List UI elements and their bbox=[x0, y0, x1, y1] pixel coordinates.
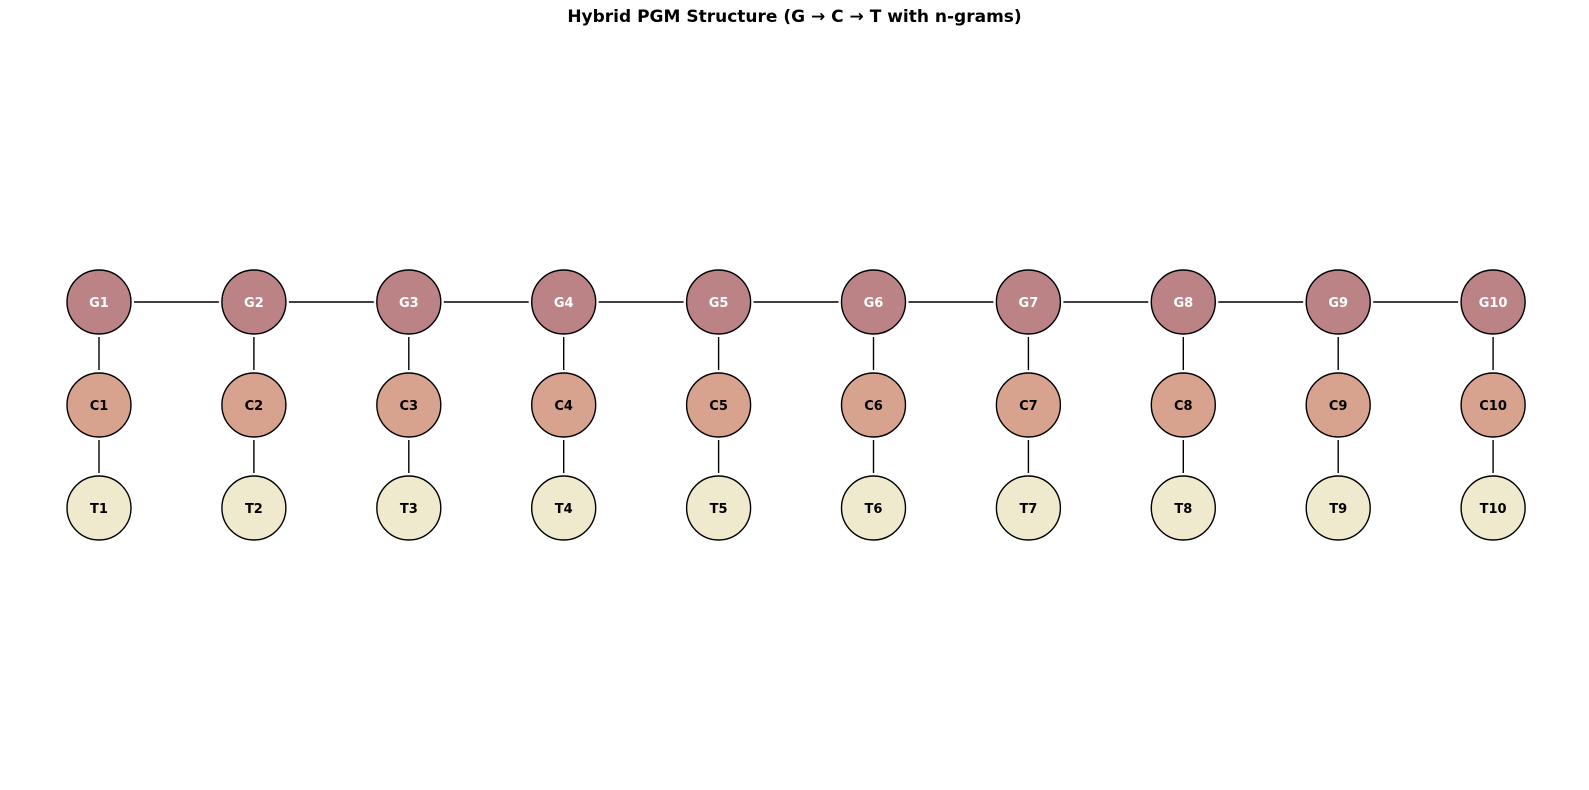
node-circle bbox=[840, 269, 907, 335]
node-g8: G8 bbox=[1150, 269, 1217, 335]
node-circle bbox=[1305, 372, 1371, 438]
node-c4: C4 bbox=[531, 372, 597, 438]
node-g6: G6 bbox=[840, 269, 907, 335]
node-circle bbox=[995, 475, 1062, 541]
node-g2: G2 bbox=[221, 269, 287, 335]
node-label: G8 bbox=[1173, 296, 1193, 311]
node-g5: G5 bbox=[685, 269, 752, 335]
node-g1: G1 bbox=[66, 269, 132, 335]
node-label: C10 bbox=[1479, 399, 1507, 414]
node-label: G3 bbox=[399, 296, 419, 311]
node-circle bbox=[531, 269, 597, 335]
node-c1: C1 bbox=[66, 372, 132, 438]
node-t9: T9 bbox=[1305, 475, 1371, 541]
node-circle bbox=[840, 475, 907, 541]
node-circle bbox=[1460, 372, 1526, 438]
node-circle bbox=[221, 475, 287, 541]
node-circle bbox=[531, 372, 597, 438]
node-circle bbox=[376, 269, 442, 335]
node-circle bbox=[1460, 269, 1526, 335]
node-label: T8 bbox=[1174, 502, 1192, 517]
node-label: C7 bbox=[1019, 399, 1038, 414]
diagram-title: Hybrid PGM Structure (G → C → T with n-g… bbox=[567, 7, 1022, 27]
node-t1: T1 bbox=[66, 475, 132, 541]
node-circle bbox=[995, 372, 1062, 438]
node-label: T2 bbox=[245, 502, 263, 517]
node-label: G4 bbox=[554, 296, 574, 311]
node-label: C1 bbox=[90, 399, 109, 414]
node-label: C9 bbox=[1329, 399, 1348, 414]
node-circle bbox=[1305, 269, 1371, 335]
node-label: C4 bbox=[554, 399, 573, 414]
node-circle bbox=[1150, 475, 1217, 541]
node-g4: G4 bbox=[531, 269, 597, 335]
node-c2: C2 bbox=[221, 372, 287, 438]
node-t6: T6 bbox=[840, 475, 907, 541]
node-label: T10 bbox=[1480, 502, 1507, 517]
node-label: T5 bbox=[710, 502, 728, 517]
node-circle bbox=[531, 475, 597, 541]
node-label: G2 bbox=[244, 296, 264, 311]
node-c5: C5 bbox=[685, 372, 752, 438]
node-circle bbox=[66, 475, 132, 541]
node-circle bbox=[685, 269, 752, 335]
node-t2: T2 bbox=[221, 475, 287, 541]
node-label: G7 bbox=[1019, 296, 1039, 311]
node-g10: G10 bbox=[1460, 269, 1526, 335]
node-label: G6 bbox=[864, 296, 884, 311]
node-t5: T5 bbox=[685, 475, 752, 541]
node-c8: C8 bbox=[1150, 372, 1217, 438]
node-circle bbox=[685, 372, 752, 438]
node-circle bbox=[376, 372, 442, 438]
node-circle bbox=[1460, 475, 1526, 541]
node-label: C3 bbox=[400, 399, 419, 414]
node-g9: G9 bbox=[1305, 269, 1371, 335]
node-label: T1 bbox=[90, 502, 108, 517]
node-circle bbox=[66, 269, 132, 335]
node-circle bbox=[1150, 372, 1217, 438]
node-g7: G7 bbox=[995, 269, 1062, 335]
node-t8: T8 bbox=[1150, 475, 1217, 541]
node-label: T3 bbox=[400, 502, 418, 517]
node-label: G1 bbox=[89, 296, 109, 311]
node-label: C5 bbox=[709, 399, 728, 414]
node-c10: C10 bbox=[1460, 372, 1526, 438]
node-circle bbox=[1305, 475, 1371, 541]
node-label: T4 bbox=[555, 502, 573, 517]
node-label: T9 bbox=[1329, 502, 1347, 517]
node-circle bbox=[376, 475, 442, 541]
node-c7: C7 bbox=[995, 372, 1062, 438]
node-label: C6 bbox=[864, 399, 883, 414]
node-circle bbox=[221, 372, 287, 438]
node-t7: T7 bbox=[995, 475, 1062, 541]
node-label: G5 bbox=[709, 296, 729, 311]
node-label: T7 bbox=[1019, 502, 1037, 517]
node-c9: C9 bbox=[1305, 372, 1371, 438]
node-circle bbox=[1150, 269, 1217, 335]
node-c6: C6 bbox=[840, 372, 907, 438]
node-c3: C3 bbox=[376, 372, 442, 438]
node-label: C8 bbox=[1174, 399, 1193, 414]
node-circle bbox=[840, 372, 907, 438]
node-circle bbox=[685, 475, 752, 541]
node-circle bbox=[66, 372, 132, 438]
node-label: G9 bbox=[1328, 296, 1348, 311]
node-t10: T10 bbox=[1460, 475, 1526, 541]
node-t3: T3 bbox=[376, 475, 442, 541]
node-label: G10 bbox=[1479, 296, 1508, 311]
node-label: C2 bbox=[245, 399, 264, 414]
node-g3: G3 bbox=[376, 269, 442, 335]
node-label: T6 bbox=[865, 502, 883, 517]
node-t4: T4 bbox=[531, 475, 597, 541]
node-circle bbox=[221, 269, 287, 335]
node-circle bbox=[995, 269, 1062, 335]
